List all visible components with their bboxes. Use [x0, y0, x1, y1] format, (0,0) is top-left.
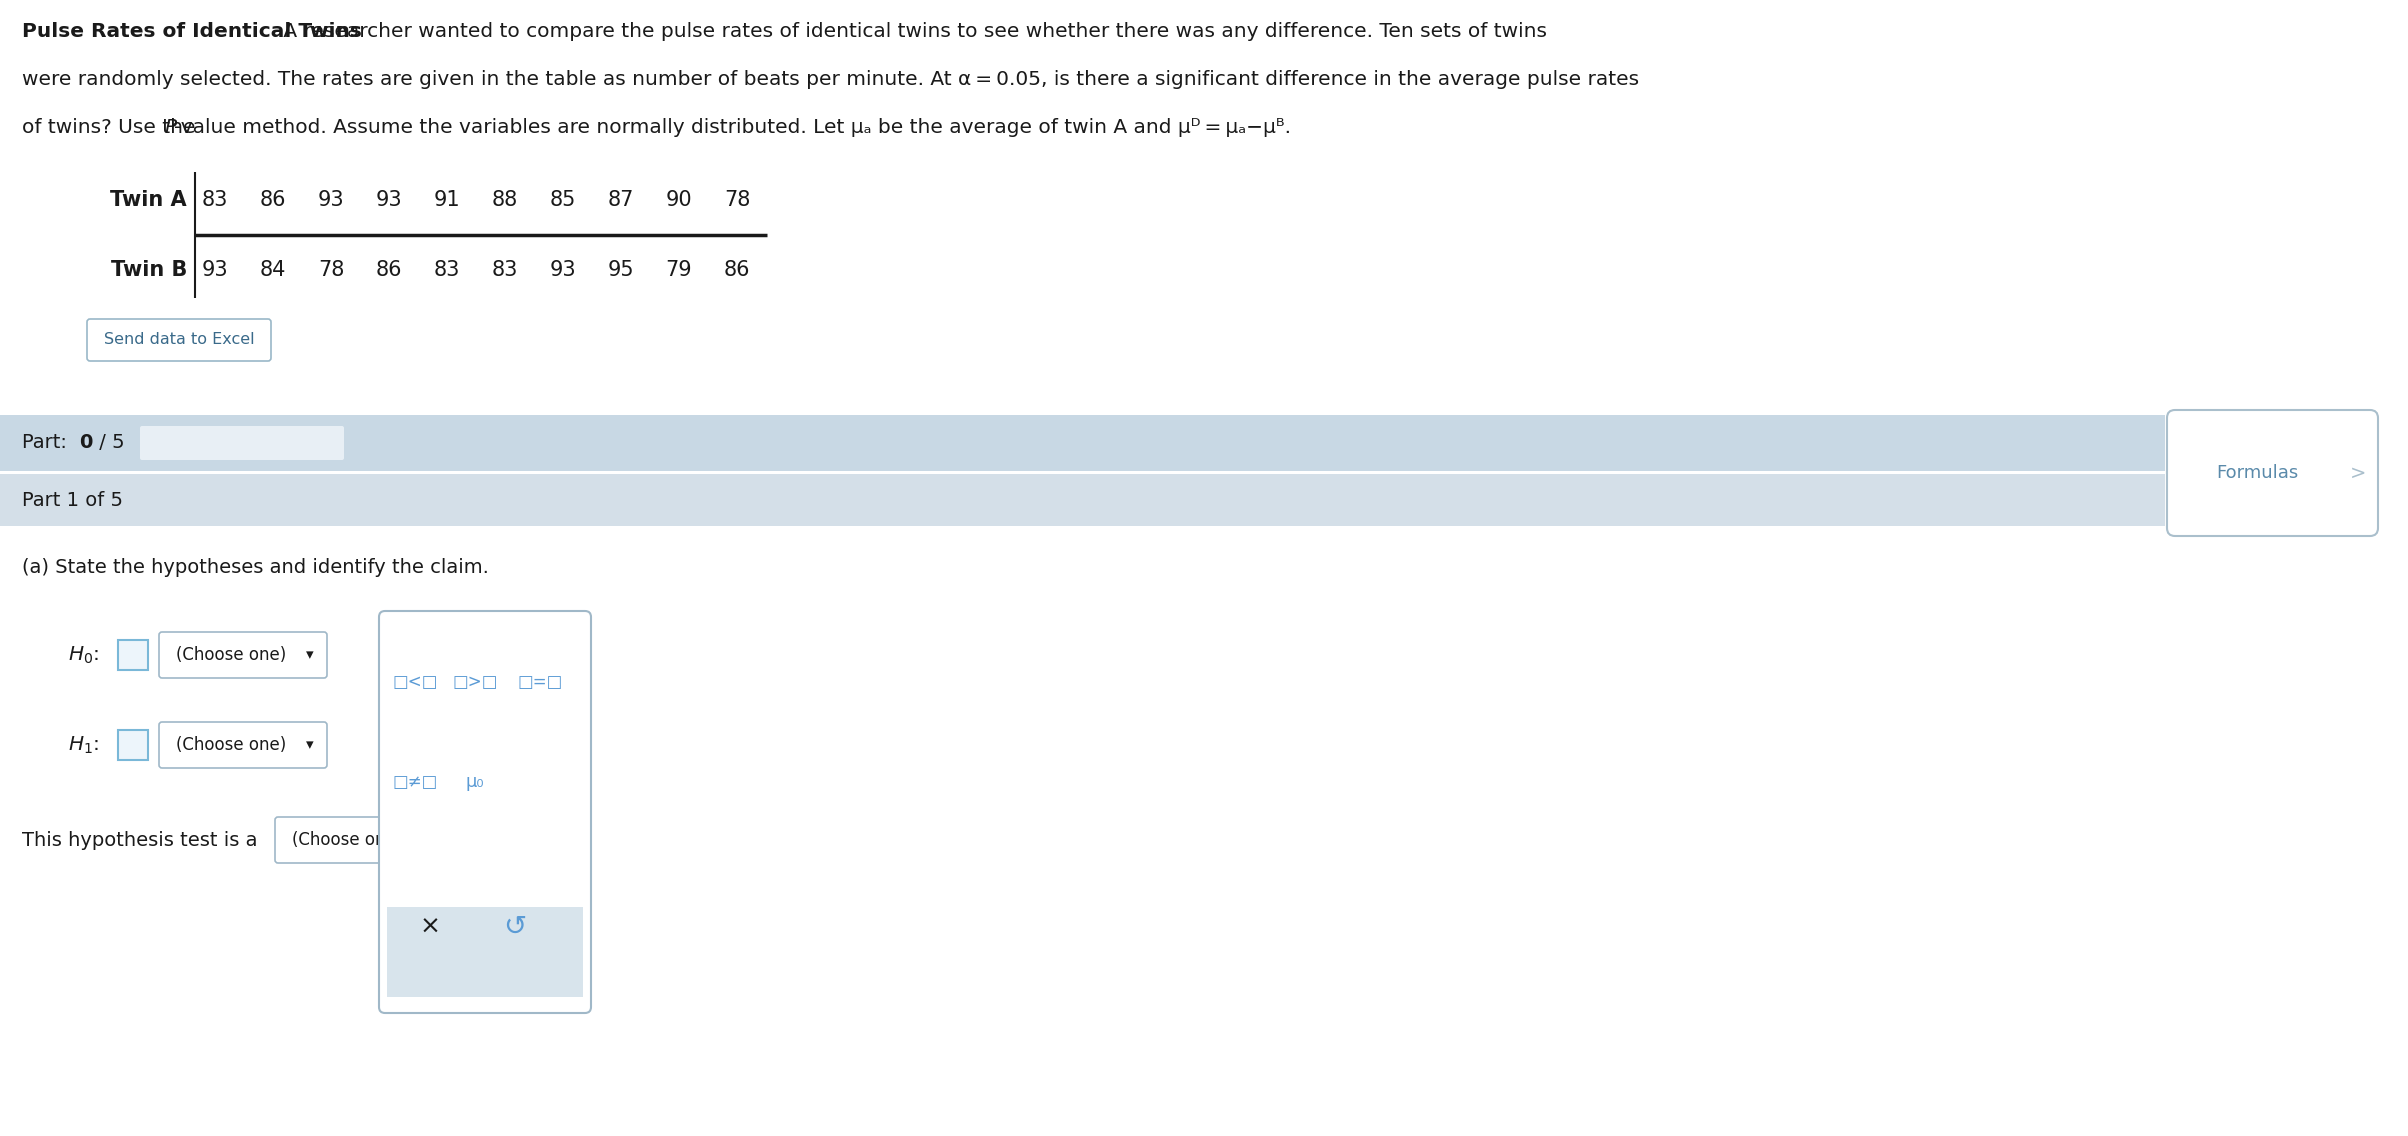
Text: Twin B: Twin B [111, 260, 188, 279]
Text: 84: 84 [260, 260, 287, 279]
Text: >: > [2350, 463, 2367, 483]
Text: 78: 78 [725, 190, 751, 210]
FancyBboxPatch shape [275, 817, 443, 863]
Text: P: P [164, 118, 176, 137]
Text: This hypothesis test is a: This hypothesis test is a [22, 830, 258, 850]
Text: (a) State the hypotheses and identify the claim.: (a) State the hypotheses and identify th… [22, 558, 489, 577]
Text: □>□: □>□ [453, 673, 498, 691]
Text: Part:: Part: [22, 434, 72, 452]
Text: Part 1 of 5: Part 1 of 5 [22, 491, 123, 510]
Text: 87: 87 [607, 190, 633, 210]
Text: -value method. Assume the variables are normally distributed. Let μₐ be the aver: -value method. Assume the variables are … [173, 118, 1291, 137]
Text: 0: 0 [79, 434, 92, 452]
Text: 86: 86 [376, 260, 402, 279]
Text: ▾: ▾ [306, 648, 313, 662]
FancyBboxPatch shape [118, 730, 147, 760]
Text: (Choose one): (Choose one) [291, 832, 402, 849]
Text: were randomly selected. The rates are given in the table as number of beats per : were randomly selected. The rates are gi… [22, 70, 1640, 89]
Text: 93: 93 [549, 260, 576, 279]
FancyBboxPatch shape [159, 632, 327, 678]
Bar [0, 415, 2165, 471]
Text: 95: 95 [607, 260, 633, 279]
Text: □≠□: □≠□ [393, 772, 438, 791]
Text: of twins? Use the: of twins? Use the [22, 118, 202, 137]
Text: 93: 93 [318, 190, 344, 210]
Text: 93: 93 [376, 190, 402, 210]
Text: 88: 88 [491, 190, 518, 210]
Text: 91: 91 [433, 190, 460, 210]
FancyBboxPatch shape [118, 640, 147, 670]
Text: ▾: ▾ [421, 833, 429, 847]
Text: Send data to Excel: Send data to Excel [104, 333, 255, 348]
Text: □<□: □<□ [393, 673, 438, 691]
Text: Pulse Rates of Identical Twins: Pulse Rates of Identical Twins [22, 22, 361, 41]
Text: 83: 83 [202, 190, 229, 210]
Text: A researcher wanted to compare the pulse rates of identical twins to see whether: A researcher wanted to compare the pulse… [277, 22, 1546, 41]
Text: $H_0$:: $H_0$: [67, 644, 99, 666]
Text: / 5: / 5 [94, 434, 125, 452]
Text: test.: test. [455, 830, 498, 850]
Text: ×: × [419, 914, 441, 939]
Text: 79: 79 [665, 260, 694, 279]
Text: 83: 83 [491, 260, 518, 279]
FancyBboxPatch shape [2167, 410, 2379, 536]
Text: □=□: □=□ [518, 673, 563, 691]
Text: 90: 90 [665, 190, 694, 210]
Text: Formulas: Formulas [2215, 463, 2297, 482]
Text: 93: 93 [202, 260, 229, 279]
FancyBboxPatch shape [378, 611, 590, 1013]
FancyBboxPatch shape [159, 722, 327, 768]
Bar [388, 907, 583, 997]
Text: 86: 86 [260, 190, 287, 210]
Text: ▾: ▾ [306, 737, 313, 752]
Text: (Choose one): (Choose one) [176, 736, 287, 754]
Text: 78: 78 [318, 260, 344, 279]
Text: $H_1$:: $H_1$: [67, 734, 99, 755]
Text: (Choose one): (Choose one) [176, 646, 287, 665]
Text: Twin A: Twin A [111, 190, 188, 210]
FancyBboxPatch shape [87, 319, 272, 361]
Text: μ₀: μ₀ [465, 772, 484, 791]
Bar [0, 474, 2165, 526]
Text: 83: 83 [433, 260, 460, 279]
Text: 86: 86 [725, 260, 751, 279]
Text: 85: 85 [549, 190, 576, 210]
Text: ↺: ↺ [503, 913, 527, 941]
FancyBboxPatch shape [140, 426, 344, 460]
